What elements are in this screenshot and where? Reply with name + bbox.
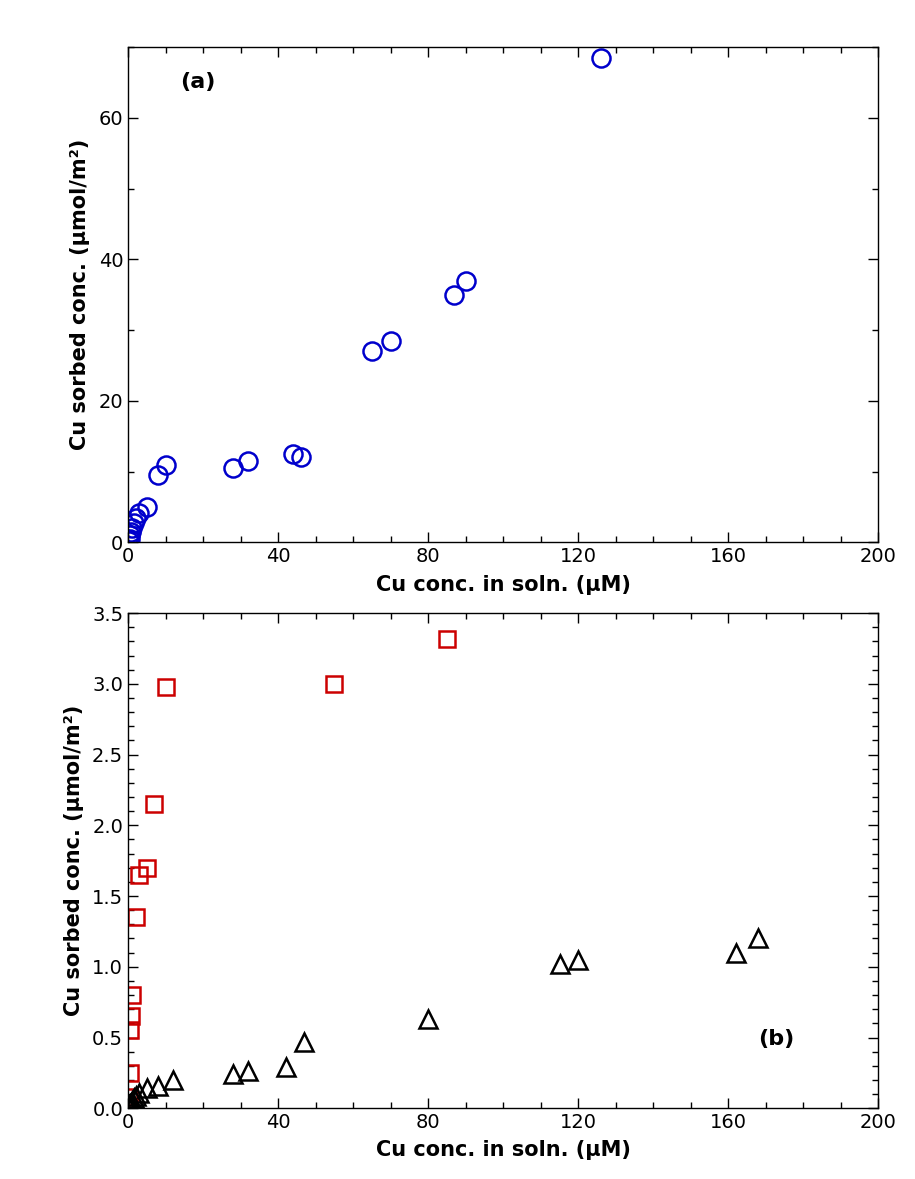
- Y-axis label: Cu sorbed conc. (μmol/m²): Cu sorbed conc. (μmol/m²): [64, 705, 84, 1016]
- Text: (a): (a): [180, 72, 216, 92]
- X-axis label: Cu conc. in soln. (μM): Cu conc. in soln. (μM): [376, 574, 630, 594]
- X-axis label: Cu conc. in soln. (μM): Cu conc. in soln. (μM): [376, 1140, 630, 1160]
- Text: (b): (b): [759, 1029, 794, 1049]
- Y-axis label: Cu sorbed conc. (μmol/m²): Cu sorbed conc. (μmol/m²): [70, 139, 91, 450]
